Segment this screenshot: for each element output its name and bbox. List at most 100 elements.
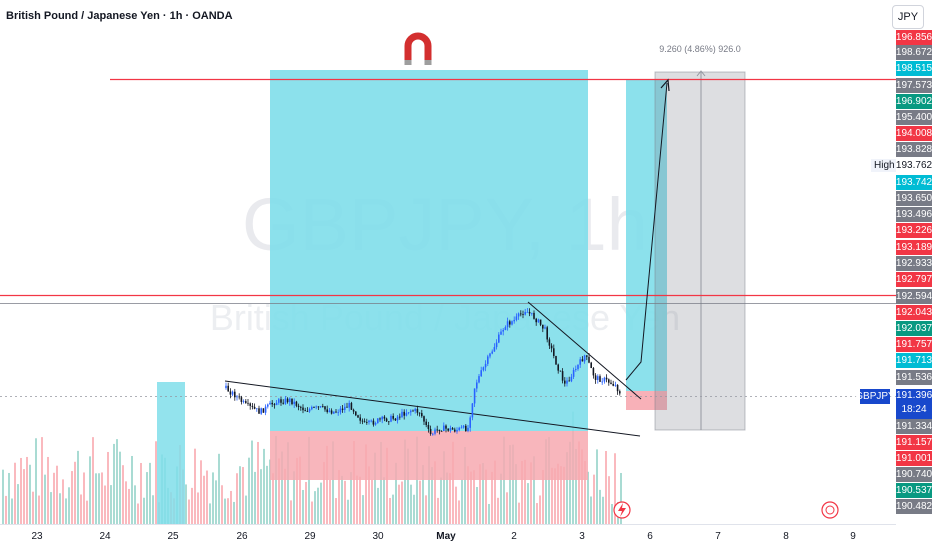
- volume-bar: [419, 480, 421, 524]
- candle-body: [522, 314, 524, 315]
- volume-bar: [437, 497, 439, 524]
- price-label: 193.496: [895, 207, 932, 222]
- price-label: 190.537: [895, 483, 932, 498]
- volume-bar: [539, 495, 541, 524]
- volume-bar: [410, 484, 412, 524]
- candle-body: [597, 376, 599, 380]
- volume-bar: [296, 457, 298, 524]
- candle-body: [425, 421, 427, 426]
- measure-box: [654, 71, 746, 431]
- volume-bar: [509, 445, 511, 524]
- candle-body: [546, 327, 548, 340]
- candle-body: [544, 327, 546, 329]
- candle-body: [454, 429, 456, 432]
- candle-body: [548, 339, 551, 346]
- time-label: 29: [304, 531, 316, 542]
- candle-body: [443, 425, 445, 432]
- volume-bar: [326, 445, 328, 524]
- candle-body: [326, 409, 328, 412]
- candle-body: [227, 385, 229, 392]
- price-label: 198.672: [895, 45, 932, 60]
- volume-bar: [440, 477, 442, 524]
- candle-body: [539, 319, 542, 325]
- candle-body: [337, 412, 339, 414]
- volume-bar: [521, 460, 523, 524]
- candle-body: [249, 403, 251, 406]
- candle-body: [506, 321, 509, 328]
- trendline-upper: [527, 301, 642, 400]
- candle-body: [438, 429, 441, 432]
- candle-body: [225, 385, 227, 388]
- volume-bar: [59, 493, 61, 524]
- candle-body: [500, 331, 502, 335]
- candle-body: [449, 428, 452, 431]
- volume-bar: [350, 472, 352, 524]
- volume-bar: [110, 485, 112, 524]
- candle-body: [363, 421, 366, 423]
- price-label: 191.757: [895, 337, 932, 352]
- volume-bar: [347, 499, 349, 524]
- volume-bar: [413, 494, 415, 524]
- volume-bar: [314, 491, 316, 524]
- candle-body: [377, 418, 379, 424]
- candle-body: [335, 411, 337, 413]
- candle-body: [436, 429, 438, 431]
- time-label: 8: [783, 531, 789, 542]
- volume-bar: [230, 490, 232, 524]
- candle-body: [403, 411, 405, 416]
- currency-button[interactable]: JPY: [892, 5, 924, 29]
- candle-body: [330, 410, 333, 414]
- candle-body: [553, 348, 555, 356]
- volume-bar: [311, 501, 313, 524]
- volume-bar: [461, 479, 463, 524]
- candle-body: [258, 408, 260, 414]
- time-label: 9: [850, 531, 856, 542]
- volume-bar: [143, 497, 145, 524]
- volume-bar: [206, 470, 208, 524]
- volume-bar: [365, 444, 367, 524]
- candle-body: [434, 429, 436, 434]
- volume-bar: [470, 471, 472, 524]
- volume-bar: [383, 477, 385, 524]
- candle-body: [542, 324, 544, 329]
- volume-bar: [212, 472, 214, 524]
- volume-bar: [320, 482, 322, 524]
- magnet-tip: [424, 60, 432, 65]
- volume-bar: [254, 471, 256, 524]
- volume-bar: [227, 498, 229, 524]
- volume-bar: [416, 436, 418, 524]
- price-label: 191.157: [895, 435, 932, 450]
- volume-bar: [428, 446, 430, 524]
- price-label: 191.536: [895, 370, 932, 385]
- candle-body: [473, 388, 476, 404]
- volume-bar: [104, 485, 106, 524]
- target-inner: [825, 505, 835, 515]
- time-label: 30: [372, 531, 384, 542]
- volume-bar: [77, 450, 79, 524]
- candle-body: [370, 420, 372, 422]
- volume-bar: [476, 487, 478, 524]
- volume-bar: [98, 473, 100, 524]
- volume-bar: [374, 452, 376, 524]
- candle-body: [300, 406, 302, 408]
- candle-body: [284, 398, 287, 404]
- volume-bar: [215, 480, 217, 524]
- candle-body: [260, 408, 262, 414]
- volume-bar: [395, 462, 397, 524]
- price-label: 191.001: [895, 451, 932, 466]
- volume-bar: [65, 498, 67, 524]
- volume-bar: [518, 502, 520, 524]
- candle-body: [564, 380, 566, 384]
- candle-body: [423, 416, 425, 422]
- candle-body: [253, 406, 256, 409]
- volume-bar: [401, 481, 403, 524]
- candle-body: [456, 429, 458, 432]
- volume-bar: [302, 489, 304, 524]
- volume-bar: [152, 495, 154, 524]
- candle-body: [275, 402, 278, 406]
- volume-bar: [260, 469, 262, 524]
- volume-bar: [107, 451, 109, 524]
- volume-bar: [251, 440, 253, 524]
- volume-bar: [29, 464, 31, 524]
